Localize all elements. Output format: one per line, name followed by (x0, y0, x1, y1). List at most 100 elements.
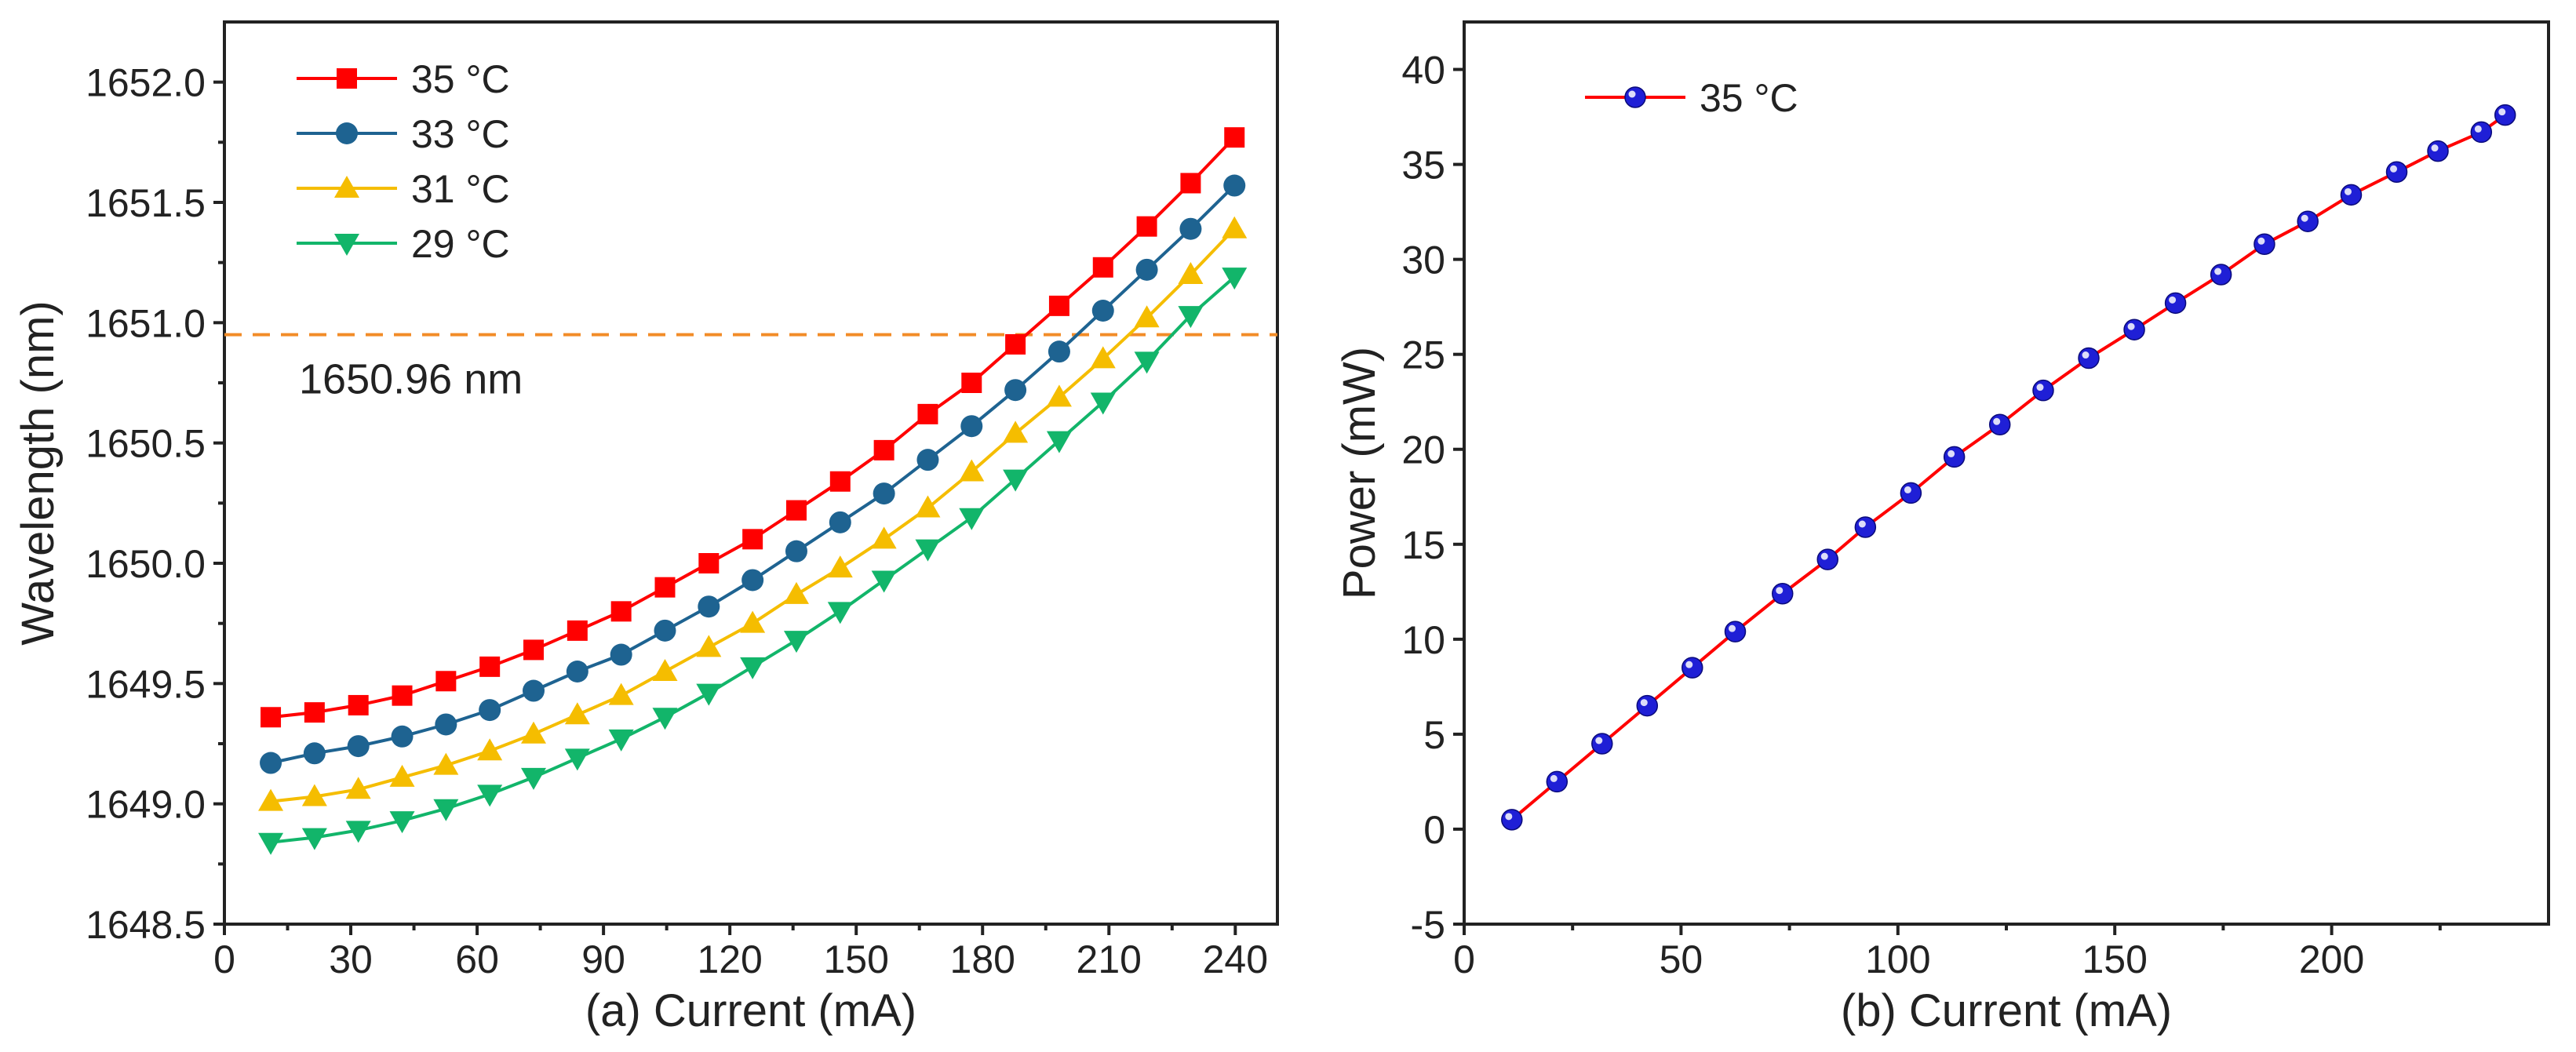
marker-sphere-highlight (2214, 268, 2222, 275)
marker-sphere-body (2340, 184, 2363, 206)
series-2-point (477, 738, 503, 761)
legend-marker (334, 176, 359, 198)
series-2-point (959, 459, 985, 482)
x-tick-label: 60 (455, 937, 499, 981)
legend-label: 29 °C (411, 222, 510, 266)
marker-sphere-highlight (2082, 351, 2090, 359)
series-2-point (783, 581, 809, 604)
series-2-point (1134, 305, 1160, 328)
legend-marker (336, 122, 358, 144)
series-3-point (389, 811, 415, 834)
series-0-point (917, 403, 938, 424)
legend-marker (334, 234, 359, 256)
marker-sphere-highlight (1685, 661, 1693, 668)
marker-sphere-body (1591, 733, 1613, 755)
series-2-point (564, 702, 590, 725)
panel-a-wavelength-chart: 0 30 60 90 120 150 180 210 240 1648.5 1649.0 1649.5… (13, 20, 1279, 1036)
legend-label: 33 °C (411, 112, 510, 156)
x-tick-label: 30 (329, 937, 373, 981)
x-tick-label: 210 (1077, 937, 1142, 981)
x-axis-title: (b) Current (mA) (1841, 985, 2172, 1036)
marker-sphere-body (2123, 319, 2145, 340)
series-3-point (1003, 469, 1029, 492)
series-1-point (435, 713, 457, 736)
x-axis-title: (a) Current (mA) (585, 985, 916, 1036)
series-1-point (960, 415, 983, 438)
series-1-point (1048, 340, 1070, 363)
series-1-point (260, 752, 282, 774)
series-3-point (258, 832, 284, 855)
marker-sphere-highlight (2474, 125, 2482, 133)
marker-sphere-body (2210, 264, 2232, 286)
series-0-point (1180, 173, 1201, 194)
marker-sphere-highlight (1550, 774, 1558, 782)
series-0-point (698, 553, 720, 573)
series-2-point (696, 635, 722, 657)
series-0-point (567, 620, 588, 641)
x-tick-label: 0 (1453, 937, 1475, 981)
series-0-point (1005, 333, 1026, 355)
series-1-point (1091, 300, 1114, 322)
series-3-point (827, 602, 853, 624)
y-tick-label: 1651.0 (86, 301, 206, 345)
series-0-point (1636, 694, 1659, 717)
marker-sphere-highlight (2257, 237, 2265, 245)
marker-sphere-body (2032, 379, 2054, 402)
series-0-point (1724, 621, 1747, 642)
series-2-point (433, 752, 459, 775)
y-tick-label: 1651.5 (86, 181, 206, 225)
y-tick-label: -5 (1411, 903, 1445, 947)
series-2-point (608, 683, 634, 705)
series-3-point (1178, 306, 1204, 329)
series-0-point (610, 601, 632, 622)
series-3-point (652, 708, 678, 730)
x-tick-label: 0 (213, 937, 235, 981)
series-3-point (521, 767, 547, 790)
series-0-point (2385, 161, 2408, 184)
series-1-point (1223, 174, 1246, 197)
series-0-point (873, 439, 894, 460)
series-2-point (389, 764, 415, 787)
y-tick-label: 15 (1401, 523, 1445, 567)
series-0-point (304, 702, 325, 723)
marker-sphere-highlight (2390, 165, 2398, 173)
marker-sphere-highlight (2498, 108, 2506, 116)
series-0-point (2494, 104, 2516, 126)
series-1-point (1135, 258, 1158, 281)
marker-sphere-body (2494, 104, 2516, 126)
y-tick-label: 1650.0 (86, 542, 206, 586)
series-1-point (916, 449, 939, 471)
series-3-point (477, 784, 503, 807)
series-1-point (1179, 217, 1202, 240)
y-axis-title: Power (mW) (1334, 347, 1385, 599)
series-1-point (873, 482, 895, 505)
series-1-point (785, 540, 807, 562)
y-tick-label: 35 (1401, 144, 1445, 187)
y-tick-label: 5 (1423, 713, 1445, 757)
marker-sphere-highlight (2431, 144, 2439, 152)
series-0-point (2210, 264, 2232, 286)
marker-sphere-body (2297, 210, 2319, 232)
series-0-point (479, 656, 501, 677)
marker-sphere-body (2427, 140, 2449, 162)
y-tick-label: 20 (1401, 428, 1445, 472)
x-tick-label: 150 (2082, 937, 2147, 981)
series-3-point (301, 828, 327, 850)
series-0-point (1501, 809, 1523, 831)
reference-line-label: 1650.96 nm (299, 356, 523, 403)
series-2-point (1222, 216, 1248, 238)
plot-frame (1463, 20, 2550, 926)
legend-label: 31 °C (411, 167, 510, 211)
series-2-point (345, 777, 371, 799)
y-tick-label: 0 (1423, 808, 1445, 852)
marker-sphere-highlight (1729, 624, 1736, 632)
series-0-point (785, 500, 807, 521)
series-0-point (261, 707, 282, 728)
marker-sphere-body (1624, 86, 1646, 108)
series-2-point (1046, 384, 1072, 407)
series-0-point (1682, 657, 1703, 679)
series-0-point (2032, 379, 2054, 402)
marker-sphere-body (1816, 548, 1838, 570)
series-0-point (523, 639, 545, 661)
series-2-point (1003, 420, 1029, 443)
